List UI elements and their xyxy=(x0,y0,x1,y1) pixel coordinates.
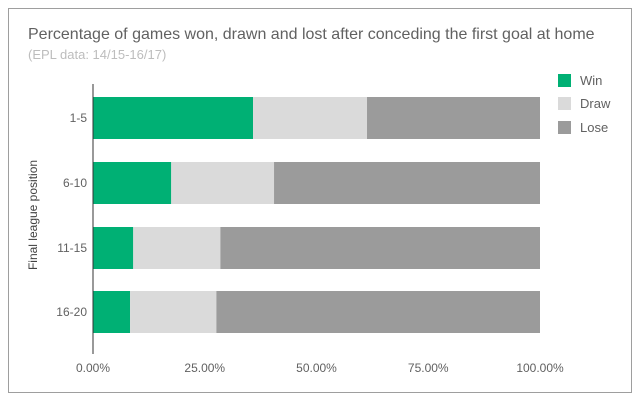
legend: Win Draw Lose xyxy=(558,73,611,135)
bar-win-1-5 xyxy=(93,97,254,139)
bar-draw-11-15 xyxy=(133,227,221,269)
bar-draw-6-10 xyxy=(171,162,275,204)
x-tick-label: 100.00% xyxy=(516,361,564,375)
legend-swatch-win xyxy=(558,74,571,87)
bar-draw-16-20 xyxy=(130,291,217,333)
legend-label-lose: Lose xyxy=(580,120,608,135)
x-tick-labels: 0.00% 25.00% 50.00% 75.00% 100.00% xyxy=(76,361,564,375)
x-tick-label: 75.00% xyxy=(408,361,449,375)
chart-subtitle: (EPL data: 14/15-16/17) xyxy=(28,47,166,62)
y-tick-label: 11-15 xyxy=(57,241,87,255)
legend-label-win: Win xyxy=(580,73,602,88)
bar-lose-6-10 xyxy=(274,162,540,204)
y-tick-label: 1-5 xyxy=(70,111,88,125)
bar-lose-1-5 xyxy=(367,97,540,139)
x-tick-label: 25.00% xyxy=(184,361,225,375)
legend-swatch-draw xyxy=(558,97,571,110)
y-tick-labels: 1-5 6-10 11-15 16-20 xyxy=(56,111,87,319)
bar-draw-1-5 xyxy=(253,97,368,139)
y-tick-label: 16-20 xyxy=(56,305,87,319)
legend-label-draw: Draw xyxy=(580,96,611,111)
y-tick-label: 6-10 xyxy=(63,176,87,190)
x-tick-label: 0.00% xyxy=(76,361,110,375)
bar-win-6-10 xyxy=(93,162,172,204)
bar-win-16-20 xyxy=(93,291,131,333)
x-tick-label: 50.00% xyxy=(296,361,337,375)
chart-title: Percentage of games won, drawn and lost … xyxy=(28,26,595,43)
bars-group xyxy=(93,97,540,333)
bar-lose-16-20 xyxy=(216,291,540,333)
legend-swatch-lose xyxy=(558,121,571,134)
bar-lose-11-15 xyxy=(220,227,540,269)
bar-win-11-15 xyxy=(93,227,134,269)
y-axis-title: Final league position xyxy=(26,160,40,270)
